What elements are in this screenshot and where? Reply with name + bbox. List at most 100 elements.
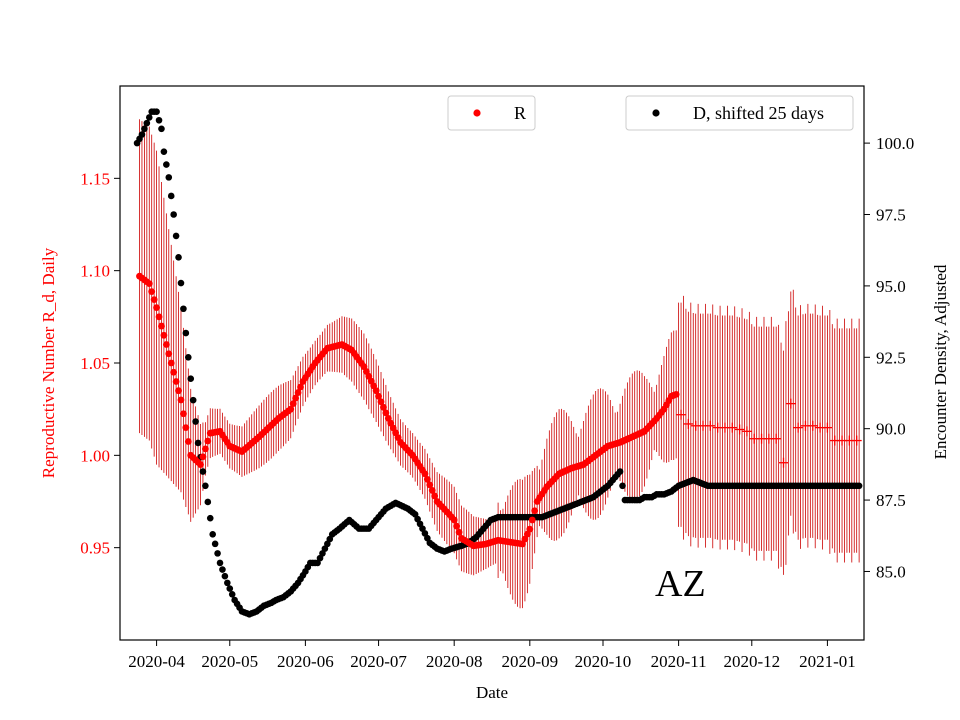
y-right-tick-label: 95.0 bbox=[876, 277, 906, 296]
y-left-tick-label: 0.95 bbox=[80, 539, 110, 558]
x-tick-label: 2020-08 bbox=[426, 652, 483, 671]
y-right-tick-label: 85.0 bbox=[876, 562, 906, 581]
r-point bbox=[431, 492, 439, 500]
d-point bbox=[170, 211, 177, 218]
r-point bbox=[453, 522, 461, 530]
y-right-tick-label: 100.0 bbox=[876, 134, 914, 153]
d-point bbox=[172, 232, 180, 240]
r-point bbox=[526, 525, 534, 533]
r-point bbox=[145, 280, 153, 287]
r-point bbox=[180, 410, 187, 418]
d-point bbox=[206, 514, 214, 522]
r-point bbox=[297, 383, 304, 391]
d-point bbox=[616, 468, 624, 475]
legend-r-frame bbox=[447, 95, 536, 131]
d-point bbox=[209, 531, 216, 538]
y-left-tick-label: 1.15 bbox=[80, 169, 110, 188]
r-point bbox=[153, 304, 160, 311]
legend-d[interactable]: D, shifted 25 days bbox=[625, 95, 854, 131]
r-point bbox=[204, 437, 212, 445]
axes: 2020-04 2020-05 2020-06 2020-07 2020-08 2020-… bbox=[39, 85, 950, 702]
d-point bbox=[185, 353, 192, 361]
legend-d-frame bbox=[625, 95, 854, 131]
x-tick-label: 2020-05 bbox=[201, 652, 258, 671]
d-point bbox=[226, 585, 234, 592]
d-point bbox=[216, 559, 224, 567]
d-point bbox=[204, 498, 212, 506]
d-point bbox=[163, 161, 170, 168]
d-point bbox=[175, 254, 182, 261]
r-point bbox=[377, 398, 385, 406]
d-point bbox=[153, 108, 160, 116]
r-point bbox=[375, 392, 382, 400]
x-tick-label: 2020-10 bbox=[575, 652, 632, 671]
d-point bbox=[199, 468, 207, 475]
d-point bbox=[180, 305, 187, 313]
r-point bbox=[450, 516, 458, 524]
d-point bbox=[228, 591, 236, 598]
r-point bbox=[170, 368, 178, 376]
r-point bbox=[165, 350, 173, 358]
r-point bbox=[201, 445, 209, 453]
r-point bbox=[531, 507, 539, 515]
r-point bbox=[672, 390, 680, 398]
legend-d-label: D, shifted 25 days bbox=[693, 103, 824, 123]
r-point bbox=[426, 481, 434, 489]
d-point bbox=[138, 131, 146, 138]
r-point bbox=[177, 396, 185, 404]
d-point bbox=[167, 192, 175, 200]
d-point bbox=[189, 396, 197, 404]
y-left-tick-label: 1.10 bbox=[80, 262, 110, 281]
r-point bbox=[197, 461, 204, 468]
r-point bbox=[162, 341, 170, 348]
x-tick-label: 2020-09 bbox=[501, 652, 558, 671]
d-point bbox=[619, 482, 626, 490]
d-point bbox=[145, 114, 153, 121]
r-point bbox=[372, 387, 380, 395]
r-point bbox=[382, 409, 390, 417]
r-point bbox=[294, 389, 302, 396]
r-point bbox=[175, 387, 182, 395]
legend-r[interactable]: R bbox=[447, 95, 536, 131]
r-point bbox=[160, 331, 168, 339]
d-point bbox=[155, 116, 163, 124]
y-left-tick-label: 1.00 bbox=[80, 446, 110, 465]
x-axis-label: Date bbox=[476, 683, 508, 702]
d-point bbox=[211, 540, 219, 548]
series-r-points bbox=[136, 272, 862, 550]
d-point bbox=[160, 148, 168, 155]
r-point bbox=[158, 322, 165, 330]
d-point bbox=[194, 439, 202, 447]
d-point bbox=[214, 550, 221, 557]
r-point bbox=[528, 516, 536, 524]
r-point bbox=[150, 296, 158, 303]
legend-r-marker bbox=[473, 109, 481, 117]
r-point bbox=[184, 438, 192, 445]
x-tick-label: 2020-04 bbox=[128, 652, 185, 671]
legend-d-marker bbox=[652, 109, 660, 117]
series-d-points bbox=[133, 108, 863, 618]
r-point bbox=[292, 394, 300, 402]
r-point bbox=[380, 403, 387, 411]
d-point bbox=[158, 125, 165, 133]
d-point bbox=[143, 119, 151, 127]
r-point bbox=[155, 313, 163, 321]
x-tick-label: 2020-11 bbox=[651, 652, 707, 671]
r-point bbox=[287, 405, 295, 413]
d-point bbox=[202, 482, 209, 490]
x-tick-label: 2020-06 bbox=[277, 652, 334, 671]
d-point bbox=[221, 572, 229, 580]
r-point bbox=[455, 528, 463, 536]
r-point bbox=[421, 470, 429, 478]
d-point bbox=[187, 375, 195, 383]
y-right-tick-label: 92.5 bbox=[876, 348, 906, 367]
legend-r-label: R bbox=[514, 103, 526, 123]
r-point bbox=[423, 475, 431, 483]
d-point bbox=[224, 579, 231, 587]
y-right-tick-label: 87.5 bbox=[876, 491, 906, 510]
r-point bbox=[148, 288, 156, 295]
y-right-tick-label: 97.5 bbox=[876, 206, 906, 225]
r-point bbox=[182, 424, 190, 432]
d-point bbox=[165, 174, 173, 181]
y-right-axis-label: Encounter Density, Adjusted bbox=[931, 264, 950, 459]
